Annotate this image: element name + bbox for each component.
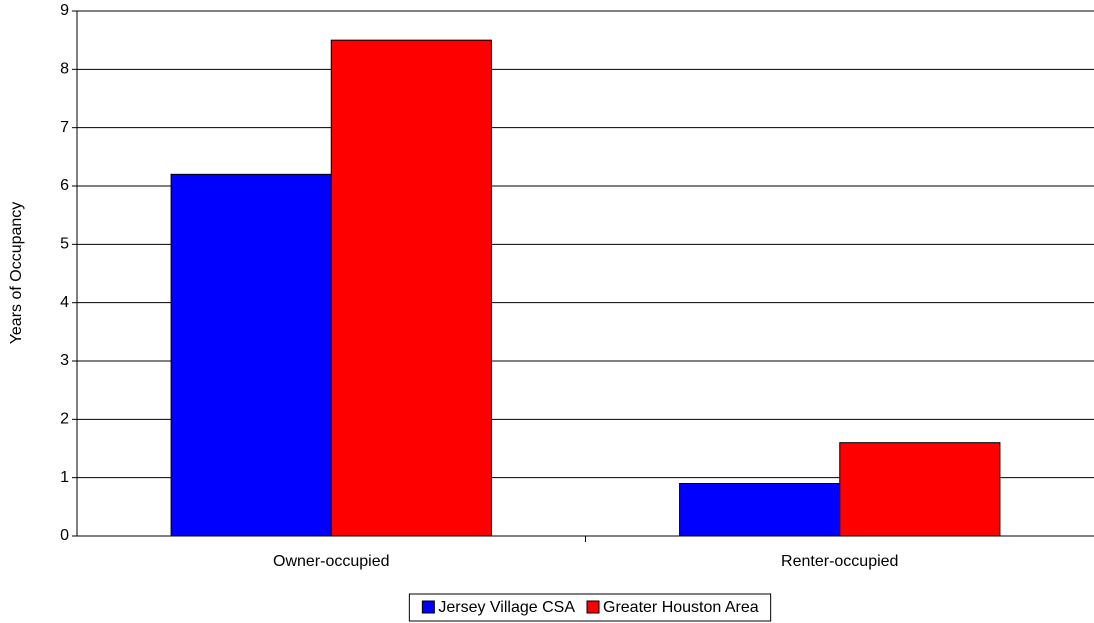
legend-label: Greater Houston Area — [603, 599, 759, 616]
legend-swatch — [421, 600, 435, 614]
y-tick-label: 7 — [60, 119, 69, 136]
y-tick-label: 2 — [60, 411, 69, 428]
y-tick-label: 1 — [60, 469, 69, 486]
y-tick-label: 5 — [60, 236, 69, 253]
legend-label: Jersey Village CSA — [438, 599, 575, 616]
x-tick-label: Renter-occupied — [781, 553, 898, 570]
x-tick-label: Owner-occupied — [273, 553, 390, 570]
legend-swatch — [586, 600, 600, 614]
y-tick-label: 0 — [60, 527, 69, 544]
y-tick-label: 3 — [60, 352, 69, 369]
bar — [330, 39, 492, 537]
y-tick-label: 8 — [60, 61, 69, 78]
bar — [170, 173, 332, 537]
y-tick-label: 9 — [60, 2, 69, 19]
bar — [679, 483, 841, 537]
bar — [839, 442, 1001, 537]
y-tick-label: 4 — [60, 294, 69, 311]
y-tick-label: 6 — [60, 177, 69, 194]
y-axis-label: Years of Occupancy — [8, 202, 25, 345]
